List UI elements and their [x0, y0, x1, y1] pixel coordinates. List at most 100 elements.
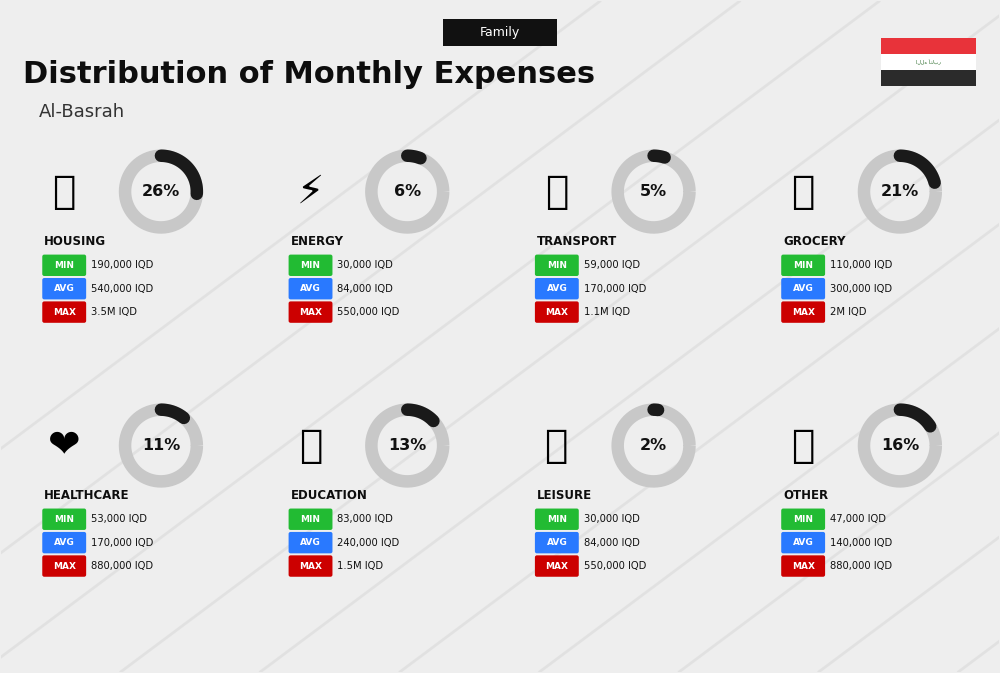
Text: 59,000 IQD: 59,000 IQD — [584, 260, 640, 271]
Text: MAX: MAX — [545, 308, 568, 316]
Text: 16%: 16% — [881, 438, 919, 453]
Text: AVG: AVG — [546, 538, 567, 547]
Text: 300,000 IQD: 300,000 IQD — [830, 284, 892, 293]
Text: Al-Basrah: Al-Basrah — [39, 103, 125, 121]
Text: 5%: 5% — [640, 184, 667, 199]
Text: 880,000 IQD: 880,000 IQD — [830, 561, 892, 571]
FancyBboxPatch shape — [42, 302, 86, 323]
Text: 30,000 IQD: 30,000 IQD — [337, 260, 393, 271]
Text: 53,000 IQD: 53,000 IQD — [91, 514, 147, 524]
FancyBboxPatch shape — [42, 278, 86, 299]
Text: 84,000 IQD: 84,000 IQD — [337, 284, 393, 293]
Text: 21%: 21% — [881, 184, 919, 199]
Text: 880,000 IQD: 880,000 IQD — [91, 561, 153, 571]
FancyBboxPatch shape — [289, 555, 332, 577]
FancyBboxPatch shape — [781, 302, 825, 323]
Text: AVG: AVG — [793, 538, 814, 547]
FancyBboxPatch shape — [881, 70, 976, 86]
Text: 190,000 IQD: 190,000 IQD — [91, 260, 154, 271]
Text: MIN: MIN — [793, 515, 813, 524]
Text: MAX: MAX — [53, 308, 76, 316]
Text: AVG: AVG — [54, 538, 75, 547]
FancyBboxPatch shape — [781, 254, 825, 276]
Text: AVG: AVG — [793, 284, 814, 293]
Text: 2%: 2% — [640, 438, 667, 453]
Text: 170,000 IQD: 170,000 IQD — [91, 538, 154, 548]
Text: AVG: AVG — [300, 538, 321, 547]
Text: 🏢: 🏢 — [53, 172, 76, 211]
Text: 240,000 IQD: 240,000 IQD — [337, 538, 400, 548]
Text: MAX: MAX — [299, 561, 322, 571]
Text: 47,000 IQD: 47,000 IQD — [830, 514, 886, 524]
Text: 550,000 IQD: 550,000 IQD — [584, 561, 646, 571]
Text: 🛍️: 🛍️ — [545, 427, 569, 464]
Text: ❤️: ❤️ — [48, 427, 81, 464]
Text: MIN: MIN — [54, 515, 74, 524]
Text: 1.5M IQD: 1.5M IQD — [337, 561, 384, 571]
Text: 6%: 6% — [394, 184, 421, 199]
FancyBboxPatch shape — [289, 532, 332, 553]
Text: 110,000 IQD: 110,000 IQD — [830, 260, 892, 271]
FancyBboxPatch shape — [289, 278, 332, 299]
Text: 2M IQD: 2M IQD — [830, 307, 867, 317]
FancyBboxPatch shape — [881, 38, 976, 54]
Text: 30,000 IQD: 30,000 IQD — [584, 514, 640, 524]
FancyBboxPatch shape — [42, 532, 86, 553]
Text: OTHER: OTHER — [783, 489, 828, 502]
Text: HEALTHCARE: HEALTHCARE — [44, 489, 130, 502]
Text: 1.1M IQD: 1.1M IQD — [584, 307, 630, 317]
Text: 170,000 IQD: 170,000 IQD — [584, 284, 646, 293]
FancyBboxPatch shape — [42, 555, 86, 577]
FancyBboxPatch shape — [535, 509, 579, 530]
Text: MIN: MIN — [301, 515, 321, 524]
FancyBboxPatch shape — [535, 532, 579, 553]
Text: 💰: 💰 — [791, 427, 815, 464]
Text: 3.5M IQD: 3.5M IQD — [91, 307, 137, 317]
Text: 550,000 IQD: 550,000 IQD — [337, 307, 400, 317]
Text: AVG: AVG — [546, 284, 567, 293]
Text: 🚌: 🚌 — [545, 172, 569, 211]
Text: AVG: AVG — [54, 284, 75, 293]
Text: MIN: MIN — [54, 261, 74, 270]
FancyBboxPatch shape — [289, 302, 332, 323]
FancyBboxPatch shape — [781, 532, 825, 553]
Text: MAX: MAX — [792, 308, 815, 316]
Text: HOUSING: HOUSING — [44, 235, 106, 248]
Text: 11%: 11% — [142, 438, 180, 453]
FancyBboxPatch shape — [535, 278, 579, 299]
Text: TRANSPORT: TRANSPORT — [537, 235, 617, 248]
FancyBboxPatch shape — [535, 302, 579, 323]
Text: 140,000 IQD: 140,000 IQD — [830, 538, 892, 548]
Text: Distribution of Monthly Expenses: Distribution of Monthly Expenses — [23, 60, 595, 89]
Text: 540,000 IQD: 540,000 IQD — [91, 284, 153, 293]
Text: MAX: MAX — [299, 308, 322, 316]
FancyBboxPatch shape — [443, 19, 557, 46]
FancyBboxPatch shape — [535, 555, 579, 577]
Text: Family: Family — [480, 26, 520, 39]
Text: 🎓: 🎓 — [299, 427, 322, 464]
Text: MAX: MAX — [53, 561, 76, 571]
FancyBboxPatch shape — [289, 509, 332, 530]
FancyBboxPatch shape — [781, 509, 825, 530]
Text: LEISURE: LEISURE — [537, 489, 592, 502]
FancyBboxPatch shape — [781, 555, 825, 577]
Text: MAX: MAX — [545, 561, 568, 571]
Text: الله أكبر: الله أكبر — [916, 59, 941, 65]
Text: 83,000 IQD: 83,000 IQD — [337, 514, 393, 524]
Text: MIN: MIN — [793, 261, 813, 270]
FancyBboxPatch shape — [42, 509, 86, 530]
Text: ⚡: ⚡ — [297, 172, 324, 211]
Text: 🛒: 🛒 — [791, 172, 815, 211]
Text: 26%: 26% — [142, 184, 180, 199]
Text: MIN: MIN — [301, 261, 321, 270]
Text: GROCERY: GROCERY — [783, 235, 846, 248]
Text: 84,000 IQD: 84,000 IQD — [584, 538, 640, 548]
FancyBboxPatch shape — [42, 254, 86, 276]
Text: AVG: AVG — [300, 284, 321, 293]
Text: MIN: MIN — [547, 261, 567, 270]
FancyBboxPatch shape — [881, 54, 976, 70]
Text: MIN: MIN — [547, 515, 567, 524]
FancyBboxPatch shape — [781, 278, 825, 299]
Text: ENERGY: ENERGY — [291, 235, 344, 248]
Text: 13%: 13% — [388, 438, 426, 453]
